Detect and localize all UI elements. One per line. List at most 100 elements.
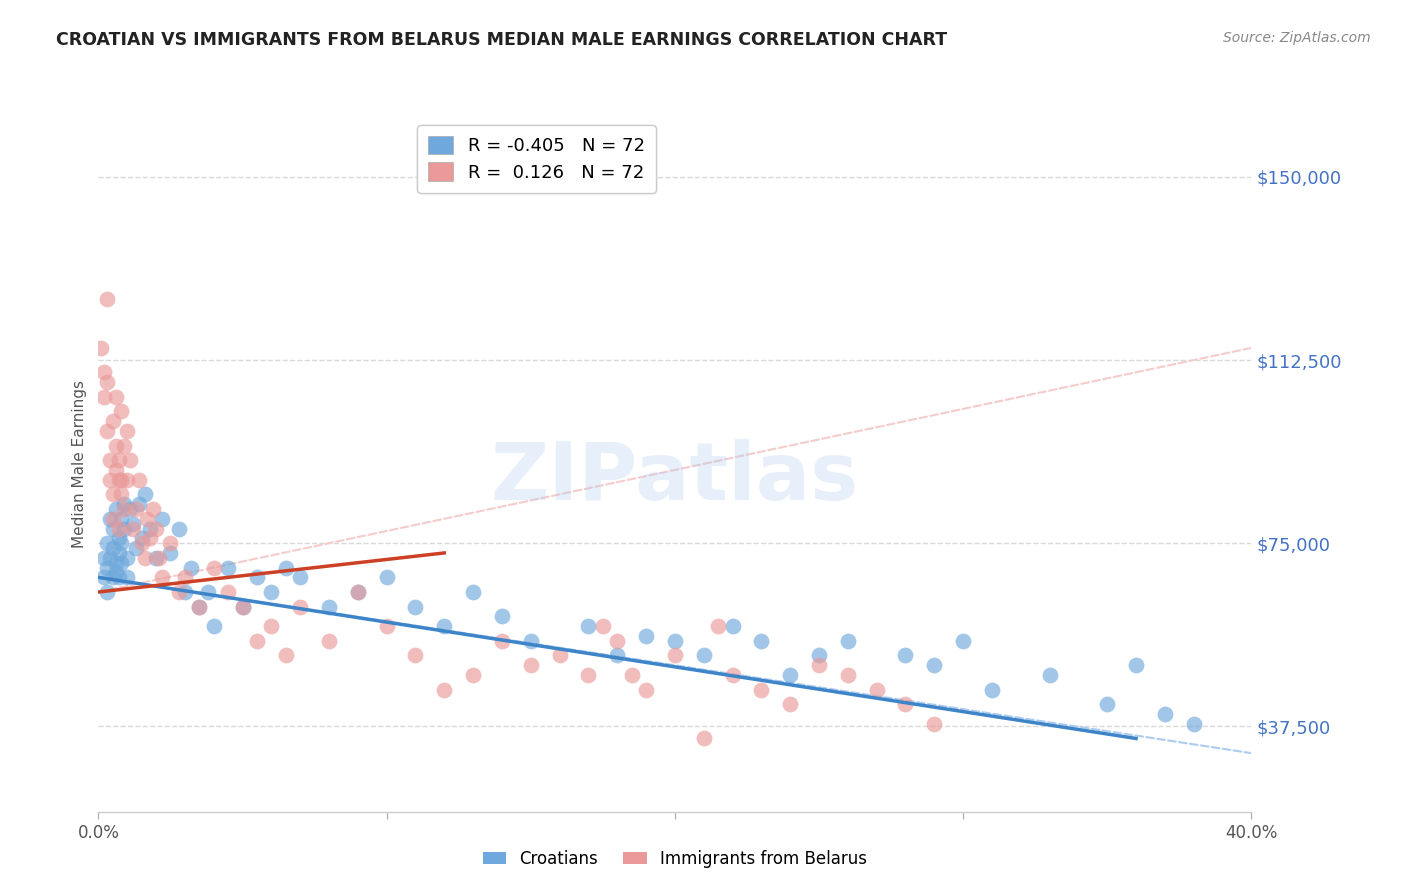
Point (721, 619, 744, 633)
Point (110, 512, 132, 526)
Text: CROATIAN VS IMMIGRANTS FROM BELARUS MEDIAN MALE EARNINGS CORRELATION CHART: CROATIAN VS IMMIGRANTS FROM BELARUS MEDI… (56, 31, 948, 49)
Point (405, 599, 427, 614)
Point (721, 668, 744, 682)
Point (93, 570, 115, 584)
Point (260, 585, 283, 599)
Point (318, 633, 340, 648)
Point (375, 619, 398, 633)
Point (125, 502, 148, 516)
Point (606, 648, 628, 663)
Point (922, 716, 945, 731)
Point (134, 550, 156, 565)
Point (107, 546, 129, 560)
Point (664, 648, 686, 663)
Point (128, 497, 150, 511)
Point (107, 522, 129, 536)
Point (142, 502, 165, 516)
Point (578, 619, 600, 633)
Point (104, 463, 127, 477)
Point (134, 487, 156, 501)
Point (520, 633, 543, 648)
Point (107, 531, 129, 545)
Point (636, 629, 658, 643)
Point (620, 668, 643, 682)
Point (96, 585, 118, 599)
Point (167, 522, 190, 536)
Point (1038, 668, 1062, 682)
Point (104, 390, 127, 404)
Point (96, 292, 118, 306)
Point (128, 473, 150, 487)
Point (150, 570, 173, 584)
Point (346, 585, 368, 599)
Point (922, 658, 945, 673)
Point (520, 658, 543, 673)
Point (101, 414, 124, 428)
Point (167, 585, 190, 599)
Point (246, 633, 269, 648)
Point (578, 668, 600, 682)
Point (606, 633, 628, 648)
Point (318, 599, 340, 614)
Point (107, 473, 129, 487)
Point (894, 698, 917, 712)
Point (592, 619, 614, 633)
Point (290, 599, 312, 614)
Point (131, 536, 153, 550)
Point (779, 698, 801, 712)
Point (112, 497, 135, 511)
Point (1125, 658, 1147, 673)
Point (96, 560, 118, 574)
Point (96, 375, 118, 389)
Point (807, 658, 830, 673)
Point (120, 453, 142, 467)
Point (131, 531, 153, 545)
Point (260, 619, 283, 633)
Point (112, 522, 135, 536)
Legend: Croatians, Immigrants from Belarus: Croatians, Immigrants from Belarus (477, 844, 873, 875)
Point (779, 668, 801, 682)
Point (174, 585, 197, 599)
Point (117, 570, 139, 584)
Point (101, 570, 124, 584)
Point (751, 633, 773, 648)
Point (202, 560, 225, 574)
Point (217, 585, 239, 599)
Point (117, 424, 139, 438)
Point (122, 516, 145, 531)
Point (837, 633, 859, 648)
Point (125, 541, 148, 555)
Point (110, 473, 132, 487)
Point (664, 633, 686, 648)
Point (433, 682, 456, 697)
Point (159, 546, 181, 560)
Point (1097, 698, 1119, 712)
Point (290, 570, 312, 584)
Point (461, 585, 484, 599)
Point (159, 536, 181, 550)
Point (548, 648, 571, 663)
Point (139, 522, 162, 536)
Point (188, 599, 211, 614)
Point (96, 536, 118, 550)
Point (122, 522, 145, 536)
Point (139, 531, 162, 545)
Point (117, 550, 139, 565)
Point (894, 648, 917, 663)
Point (405, 648, 427, 663)
Point (110, 404, 132, 418)
Point (202, 619, 225, 633)
Point (110, 536, 132, 550)
Point (375, 570, 398, 584)
Y-axis label: Median Male Earnings: Median Male Earnings (72, 380, 87, 548)
Point (866, 682, 889, 697)
Point (188, 599, 211, 614)
Point (145, 522, 167, 536)
Point (93, 365, 115, 379)
Point (96, 424, 118, 438)
Point (98, 473, 121, 487)
Point (217, 560, 239, 574)
Point (231, 599, 254, 614)
Point (981, 682, 1004, 697)
Point (148, 550, 170, 565)
